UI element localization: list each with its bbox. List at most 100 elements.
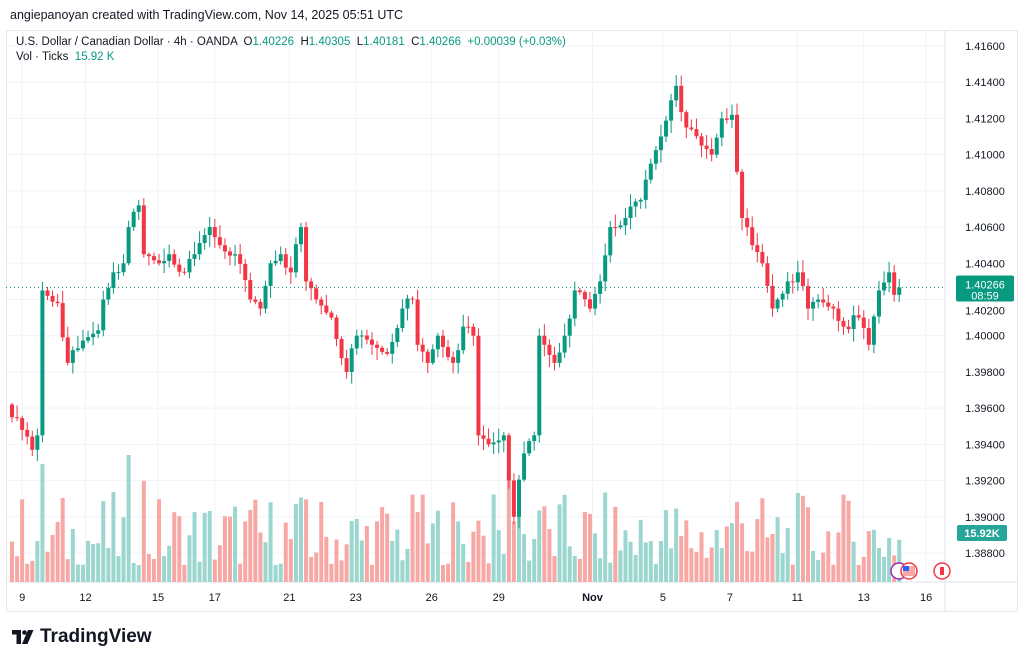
candle-body [658,136,663,151]
price-tick-label: 1.39200 [965,476,1005,488]
volume-bar [719,548,724,582]
candle-body [86,337,91,341]
volume-bar [385,513,390,582]
price-tick-label: 1.41600 [965,41,1005,53]
volume-bar [238,563,243,582]
price-tick-label: 1.41000 [965,150,1005,162]
candle-body [91,333,96,338]
volume-bar [846,500,851,582]
candle-body [415,299,420,345]
volume-bar [121,517,126,582]
volume-bar [30,560,35,582]
volume-bar [871,529,876,582]
volume-bar [349,521,354,582]
candle-body [70,350,75,363]
volume-bar [745,551,750,582]
volume-bar [25,563,30,582]
volume-bar [831,564,836,582]
volume-bar [10,541,14,582]
candle-body [679,85,684,113]
volume-bar [217,545,222,582]
candle-body [800,272,805,287]
volume-bar [765,537,770,582]
candle-body [755,245,760,253]
candle-body [790,281,795,283]
candle-body [522,453,527,480]
candles [10,75,902,529]
candle-body [10,404,14,418]
candle-body [481,435,486,439]
candle-body [831,306,836,309]
candle-body [96,330,101,334]
volume-bar [319,502,324,582]
volume-bar [821,552,826,582]
candle-body [233,254,238,256]
candle-body [172,254,177,265]
candle-body [572,290,577,319]
candle-body [587,299,592,309]
tradingview-logo[interactable]: TradingView [12,626,152,648]
low-label: L [356,36,364,48]
candle-body [263,285,268,309]
candle-body [780,293,785,300]
volume-bar [15,556,20,582]
date-tick-label: 5 [660,592,666,604]
volume-bar [724,526,729,582]
candle-body [146,254,151,257]
candle-body [805,286,810,309]
volume-bar [755,519,760,582]
price-tick-label: 1.40600 [965,222,1005,234]
volume-bar [501,554,506,582]
volume-bar [517,503,521,582]
candle-body [395,327,400,342]
price-tick-label: 1.38800 [965,548,1005,560]
low-value: 1.40181 [363,36,405,48]
candle-body [598,281,603,294]
volume-bar [222,516,227,582]
candle-body [491,442,496,445]
volume-bar [258,532,263,582]
volume-bar [466,561,471,582]
volume-bar [664,510,669,582]
volume-bar [800,495,805,582]
volume-bar [212,559,217,582]
candle-body [496,440,501,443]
volume-bar [593,533,598,582]
volume-bar [263,542,268,582]
volume-label[interactable]: Vol · Ticks [16,51,69,63]
candle-body [405,298,410,309]
candle-body [684,112,689,128]
candle-body [187,258,192,273]
volume-bar [243,521,248,582]
candle-body [876,290,881,317]
candle-body [724,118,729,120]
candle-body [55,301,60,304]
candle-body [770,285,775,309]
price-tick-label: 1.39600 [965,403,1005,415]
volume-bar [689,548,694,582]
volume-bar [268,502,273,582]
symbol-title[interactable]: U.S. Dollar / Canadian Dollar · 4h · OAN… [16,36,238,48]
candle-body [202,235,207,244]
candle-body [151,256,156,261]
candle-body [349,348,354,372]
candle-body [136,205,141,212]
volume-bar [20,499,25,582]
close-value: 1.40266 [419,36,461,48]
candle-body [162,260,167,264]
volume-bar [729,523,734,582]
candle-body [111,272,116,289]
candle-body [856,315,861,318]
candle-body [324,305,329,313]
volume-bar [172,512,177,582]
volume-bar [532,539,537,582]
candle-body [309,281,314,289]
volume-bar [80,564,85,582]
volume-bar [364,526,369,582]
candle-body [785,281,790,294]
candle-body [552,354,557,363]
candle-body [775,299,780,309]
candle-body [582,292,587,300]
volume-bar [882,556,887,582]
